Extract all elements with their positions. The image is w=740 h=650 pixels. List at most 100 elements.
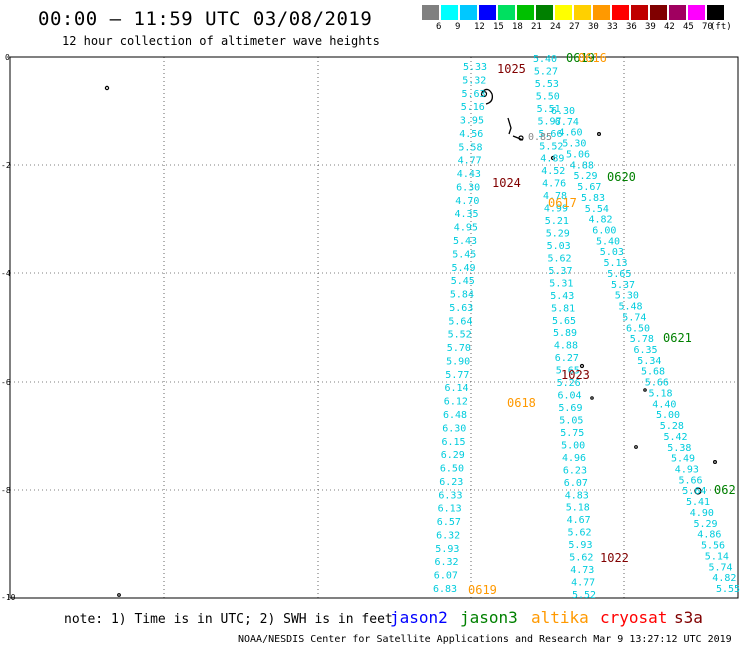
wave-height-label: 6.35	[634, 345, 658, 356]
pass-time-cryosat: 1024	[492, 176, 521, 190]
wave-height-label: 5.93	[568, 540, 592, 551]
wave-height-label: 5.42	[664, 432, 688, 443]
wave-height-label: 5.40	[596, 236, 620, 247]
legend-label: 70	[702, 22, 713, 32]
wave-height-label: 5.90	[446, 357, 470, 368]
land-mass	[590, 396, 594, 400]
wave-height-label: 5.32	[462, 75, 486, 86]
wave-height-label: 5.06	[566, 150, 590, 161]
land-mass	[634, 445, 638, 449]
wave-height-label: 5.69	[558, 403, 582, 414]
map-border	[9, 56, 739, 599]
legend-label: 12	[474, 22, 485, 32]
sat-label-jason2: jason2	[390, 608, 448, 627]
wave-height-label: 5.27	[534, 67, 558, 78]
altimeter-map: 165 168 171 174 177 0 -2 -4 -6 -8 -10 5.33 5.32 5.63…	[1, 51, 740, 605]
wave-height-label: 5.53	[535, 79, 559, 90]
legend-label: 39	[645, 22, 656, 32]
wave-height-label: 4.52	[541, 166, 565, 177]
wave-height-label: 4.35	[455, 209, 479, 220]
wave-height-label: 5.58	[458, 142, 482, 153]
wave-height-label: 5.74	[622, 312, 646, 323]
wave-height-label: 6.00	[592, 226, 616, 237]
wave-height-label: 4.82	[589, 215, 613, 226]
wave-height-label: 6.30	[442, 423, 466, 434]
wave-height-label: 6.30	[456, 183, 480, 194]
wave-height-label: 5.38	[667, 443, 691, 454]
wave-height-label: 5.26	[557, 378, 581, 389]
wave-height-label: 5.77	[445, 370, 469, 381]
land-mass	[712, 460, 717, 465]
wave-height-label: 5.84	[450, 290, 474, 301]
x-tick-label: 168	[154, 604, 169, 605]
legend-label: 45	[683, 22, 694, 32]
chart-title: 00:00 – 11:59 UTC 03/08/2019	[38, 8, 373, 30]
wave-height-label: 5.67	[577, 182, 601, 193]
wave-height-label: 5.49	[671, 454, 695, 465]
y-tick-label: -6	[1, 378, 11, 387]
legend-label: 15	[493, 22, 504, 32]
wave-height-label: 5.65	[556, 366, 580, 377]
wave-height-label: 5.63	[449, 303, 473, 314]
land-mass	[104, 85, 110, 91]
legend-label: 36	[626, 22, 637, 32]
axis-ticks: 165 168 171 174 177 0 -2 -4 -6 -8 -10	[1, 53, 630, 605]
wave-height-label: 6.13	[438, 504, 462, 515]
sat-label-jason3: jason3	[460, 608, 518, 627]
legend-label: 6	[436, 22, 442, 32]
wave-height-label: 6.50	[626, 323, 650, 334]
legend-swatch	[650, 5, 667, 20]
pass-time-jason3: 062	[714, 483, 736, 497]
legend-swatch	[422, 5, 439, 20]
legend-label: 18	[512, 22, 523, 32]
wave-height-label: 5.13	[604, 258, 628, 269]
wave-height-label: 5.83	[581, 193, 605, 204]
wave-height-label: 5.03	[547, 241, 571, 252]
wave-height-label: 5.62	[568, 528, 592, 539]
wave-height-label: 4.83	[565, 490, 589, 501]
wave-height-label: 5.28	[660, 421, 684, 432]
wave-height-label: 6.48	[443, 410, 467, 421]
wave-height-label: 5.37	[548, 266, 572, 277]
sat-label-altika: altika	[531, 608, 589, 627]
wave-height-label: 5.18	[649, 389, 673, 400]
wave-height-label: 5.33	[463, 62, 487, 73]
wave-height-label: 5.16	[461, 102, 485, 113]
pass-time-altika: 0617	[548, 196, 577, 210]
land-mass	[480, 90, 488, 98]
legend-swatch	[498, 5, 515, 20]
wave-height-label: 5.66	[679, 475, 703, 486]
footer-credit: NOAA/NESDIS Center for Satellite Applica…	[238, 634, 732, 645]
wave-height-label: 5.89	[553, 328, 577, 339]
map-grid	[9, 56, 739, 599]
pass-time-altika: 0618	[507, 396, 536, 410]
wave-height-label: 6.12	[444, 397, 468, 408]
wave-height-label: 6.33	[438, 490, 462, 501]
wave-height-label: 4.93	[675, 465, 699, 476]
wave-height-label: 5.54	[585, 204, 609, 215]
x-tick-label: 165	[2, 604, 17, 605]
pass-time-altika: 0616	[578, 51, 607, 65]
wave-height-label: 5.66	[645, 378, 669, 389]
pass-time-cryosat: 1025	[497, 62, 526, 76]
pass-time-cryosat: 1023	[561, 368, 590, 382]
wave-height-label: 6.74	[555, 117, 579, 128]
wave-height-label: 5.51	[537, 104, 561, 115]
sat-label-cryosat: cryosat	[600, 608, 668, 627]
wave-height-label: 6.50	[440, 464, 464, 475]
land-mass	[643, 388, 647, 392]
wave-height-label: 5.14	[705, 551, 729, 562]
wave-height-label: 5.65	[552, 316, 576, 327]
track-b-values: 5.405.275.535.505.515.975.665.524.894.52…	[533, 54, 596, 601]
legend-swatch	[517, 5, 534, 20]
sat-label-s3a: s3a	[674, 608, 703, 627]
wave-height-label: 4.56	[459, 129, 483, 140]
wave-height-label: 5.30	[615, 291, 639, 302]
legend-unit: (ft)	[710, 22, 732, 32]
legend-swatch	[536, 5, 553, 20]
y-tick-label: -8	[1, 486, 11, 495]
wave-height-label: 4.99	[544, 204, 568, 215]
pass-time-jason3: 0621	[663, 331, 692, 345]
wave-height-label: 5.45	[451, 276, 475, 287]
wave-height-label: 5.48	[619, 302, 643, 313]
